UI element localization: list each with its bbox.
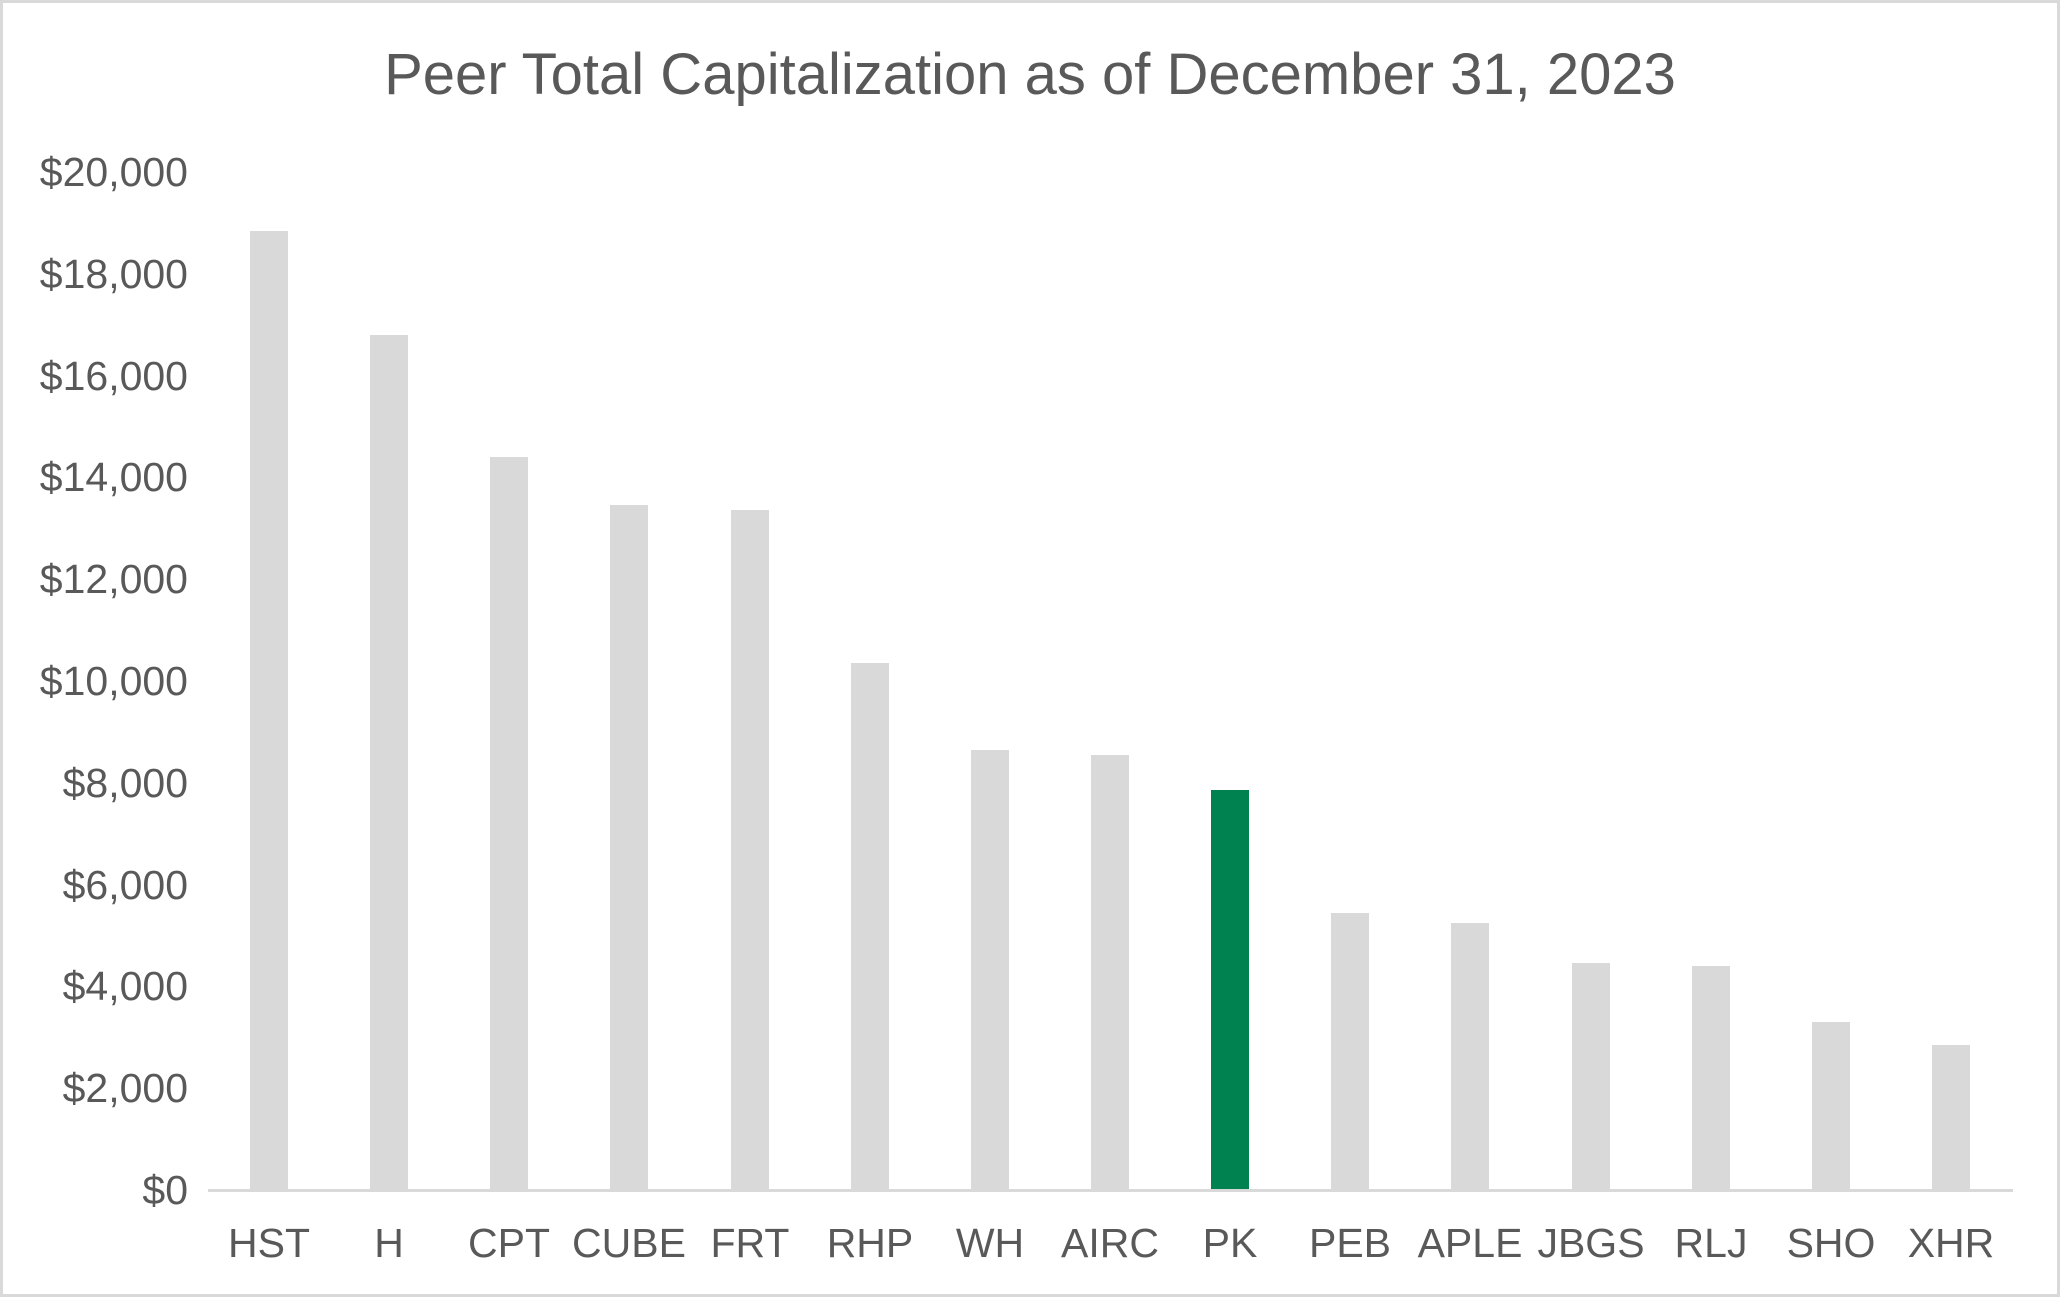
y-axis-tick-label: $6,000 [62,862,188,908]
bar-frt [731,510,769,1190]
x-axis-label-rlj: RLJ [1674,1220,1748,1266]
bar-h [370,335,408,1190]
y-axis-tick-label: $18,000 [39,251,188,297]
bar-aple [1451,923,1489,1190]
x-axis-label-frt: FRT [710,1220,790,1266]
bar-cube [610,505,648,1190]
x-axis-label-wh: WH [955,1220,1025,1266]
x-axis-label-rhp: RHP [826,1220,914,1266]
bar-rlj [1692,966,1730,1190]
bar-wh [971,750,1009,1190]
bar-jbgs [1572,963,1610,1190]
bar-rhp [851,663,889,1190]
bar-airc [1091,755,1129,1190]
x-axis-label-hst: HST [228,1220,310,1266]
bar-xhr [1932,1045,1970,1190]
y-axis-tick-label: $12,000 [39,556,188,602]
bar-peb [1331,913,1369,1190]
y-axis-tick-label: $8,000 [62,760,188,806]
y-axis-tick-label: $16,000 [39,353,188,399]
x-axis-label-pk: PK [1202,1220,1258,1266]
x-axis-label-peb: PEB [1308,1220,1392,1266]
x-axis-label-cube: CUBE [572,1220,686,1266]
y-axis-tick-label: $14,000 [39,454,188,500]
x-axis-label-xhr: XHR [1907,1220,1995,1266]
y-axis-tick-label: $20,000 [39,149,188,195]
bar-pk [1211,790,1249,1190]
x-axis-label-h: H [374,1220,404,1266]
bar-cpt [490,457,528,1190]
bar-sho [1812,1022,1850,1190]
y-axis-tick-label: $10,000 [39,658,188,704]
x-axis-label-sho: SHO [1786,1220,1876,1266]
x-axis-label-cpt: CPT [468,1220,550,1266]
x-axis-label-aple: APLE [1417,1220,1523,1266]
x-axis-line [208,1189,2013,1192]
x-axis-label-airc: AIRC [1061,1220,1159,1266]
bar-hst [250,231,288,1190]
y-axis-tick-label: $2,000 [62,1065,188,1111]
chart-title: Peer Total Capitalization as of December… [384,42,1676,107]
y-axis-tick-label: $0 [142,1167,188,1213]
x-axis-label-jbgs: JBGS [1537,1220,1645,1266]
y-axis-tick-label: $4,000 [62,963,188,1009]
